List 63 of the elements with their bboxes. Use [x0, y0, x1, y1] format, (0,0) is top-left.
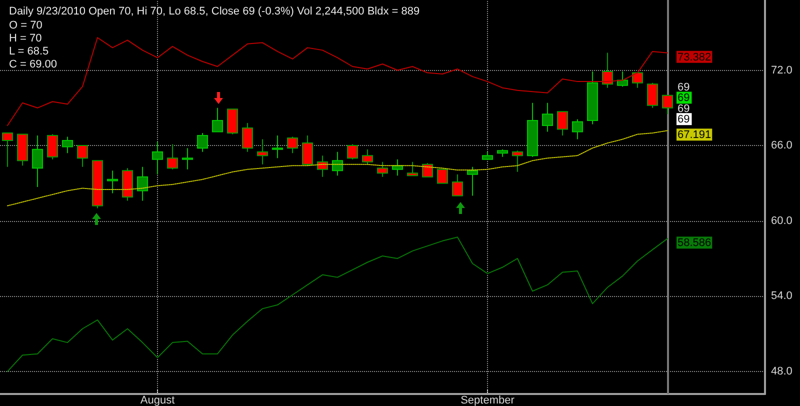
candlestick — [17, 134, 28, 166]
annotation: 69 — [678, 102, 690, 115]
y-tick-label: 48.0 — [771, 365, 792, 378]
candlestick — [137, 166, 148, 202]
candlestick — [497, 148, 508, 158]
candlestick — [47, 134, 58, 160]
candlestick — [482, 151, 493, 160]
candlestick — [602, 52, 613, 88]
candlestick — [317, 155, 328, 178]
candlestick — [332, 151, 343, 176]
candlestick — [512, 150, 523, 172]
candlestick — [2, 132, 13, 168]
candlestick — [92, 160, 103, 209]
candlestick — [167, 144, 178, 170]
text: Daily 9/23/2010 Open 70, Hi 70, Lo 68.5, Close 69 (-0.3%) Vol 2,244,500 Bldx = 889 — [9, 6, 420, 18]
candlestick — [122, 168, 133, 202]
candlestick — [557, 111, 568, 136]
candlestick — [197, 132, 208, 152]
x-tick-label: August — [140, 394, 175, 406]
y-tick-label: 60.0 — [771, 214, 792, 227]
candlestick — [242, 122, 253, 152]
candlestick — [527, 102, 538, 158]
candlestick — [287, 136, 298, 154]
candlestick — [107, 170, 118, 194]
candlestick — [407, 161, 418, 176]
candlestick — [662, 94, 673, 115]
annotation: 69 — [678, 114, 690, 126]
candlestick — [302, 135, 313, 166]
annotation: 69 — [678, 82, 690, 94]
candlestick — [542, 102, 553, 132]
data-label: 58.586 — [678, 237, 712, 250]
y-tick-label: 66.0 — [771, 140, 792, 152]
candlestick — [212, 107, 223, 132]
candlestick — [392, 158, 403, 176]
candlestick — [362, 148, 373, 165]
line-series — [7, 130, 668, 206]
candlestick — [272, 135, 283, 159]
candlestick — [572, 118, 583, 140]
candlestick — [77, 145, 88, 168]
candlestick — [437, 168, 448, 184]
candlestick — [422, 162, 433, 178]
candlestick — [152, 141, 163, 175]
candlestick — [467, 166, 478, 196]
y-tick-label: 54.0 — [771, 290, 792, 302]
candlestick — [632, 72, 643, 88]
data-label: 73.382 — [678, 51, 712, 64]
candlestick — [347, 144, 358, 160]
annotation: 69 — [678, 92, 690, 104]
candlestick — [617, 71, 628, 88]
candlestick — [647, 82, 658, 108]
candlestick — [227, 108, 238, 135]
candlestick — [62, 136, 73, 154]
y-tick-label: 72.0 — [771, 64, 792, 76]
candlestick — [32, 135, 43, 188]
x-tick-label: September — [460, 394, 515, 406]
text: O = 70 H = 70 L = 68.5 C = 69.00 — [9, 20, 58, 70]
candlestick — [182, 148, 193, 170]
line-series — [7, 236, 668, 372]
candlestick — [452, 174, 463, 196]
candlestick — [257, 138, 268, 165]
candlestick — [587, 71, 598, 125]
candlestick — [377, 161, 388, 178]
data-label: 67.191 — [678, 129, 712, 142]
